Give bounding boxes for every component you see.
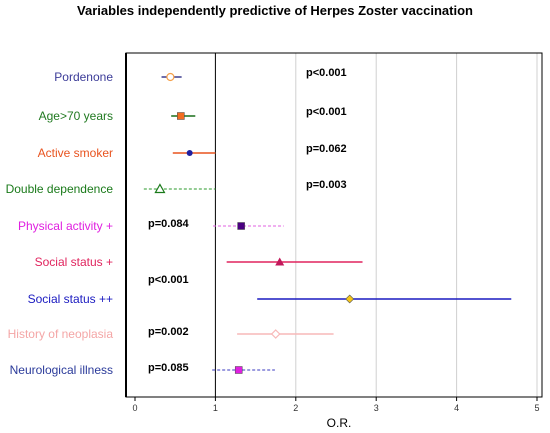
point-estimate-marker (275, 257, 285, 266)
row-label: Neurological illness (10, 363, 113, 377)
grid-layer (214, 53, 538, 397)
row-label: History of neoplasia (8, 327, 114, 341)
point-estimate-marker (166, 72, 175, 82)
point-estimate-marker (234, 366, 243, 374)
forest-rows: Pordenone p<0.001 Age>70 years p<0.001 Activ… (6, 67, 512, 377)
p-value-label: p=0.085 (148, 362, 189, 374)
p-value-label: p<0.001 (306, 67, 347, 79)
x-tick-label: 2 (293, 403, 298, 413)
row-label: Double dependence (6, 182, 114, 196)
row-label: Active smoker (38, 146, 113, 160)
p-value-label: p=0.062 (306, 143, 347, 155)
p-value-label: p=0.003 (306, 179, 347, 191)
chart-title: Variables independently predictive of He… (77, 3, 473, 18)
forest-row: Neurological illness p=0.085 (10, 362, 275, 377)
x-tick-label: 1 (213, 403, 218, 413)
forest-row: History of neoplasia p=0.002 (8, 326, 334, 341)
point-estimate-marker (237, 222, 245, 230)
point-estimate-marker (186, 150, 193, 156)
point-estimate-marker (270, 329, 281, 339)
point-estimate-marker (154, 183, 166, 194)
x-tick-label: 0 (132, 403, 137, 413)
row-label: Pordenone (54, 70, 113, 84)
forest-row: Double dependence p=0.003 (6, 179, 347, 196)
x-axis-label: O.R. (327, 416, 352, 430)
p-value-label: p<0.001 (148, 274, 189, 286)
row-label: Social status ++ (28, 292, 113, 306)
p-value-label: p<0.001 (306, 106, 347, 118)
forest-row: Physical activity + p=0.084 (18, 218, 284, 233)
row-label: Social status + (35, 255, 113, 269)
x-tick-label: 4 (454, 403, 459, 413)
forest-row: Pordenone p<0.001 (54, 67, 346, 84)
forest-row: Age>70 years p<0.001 (39, 106, 347, 123)
forest-row: Social status ++ p<0.001 (28, 274, 512, 306)
x-ticks: 0 1 2 3 4 5 (132, 397, 540, 413)
point-estimate-marker (345, 294, 355, 304)
x-tick-label: 3 (374, 403, 379, 413)
x-tick-label: 5 (534, 403, 539, 413)
p-value-label: p=0.002 (148, 326, 189, 338)
row-label: Physical activity + (18, 219, 113, 233)
row-label: Age>70 years (39, 109, 113, 123)
point-estimate-marker (177, 112, 185, 120)
forest-row: Social status + (35, 255, 363, 269)
p-value-label: p=0.084 (148, 218, 190, 230)
forest-row: Active smoker p=0.062 (38, 143, 347, 160)
